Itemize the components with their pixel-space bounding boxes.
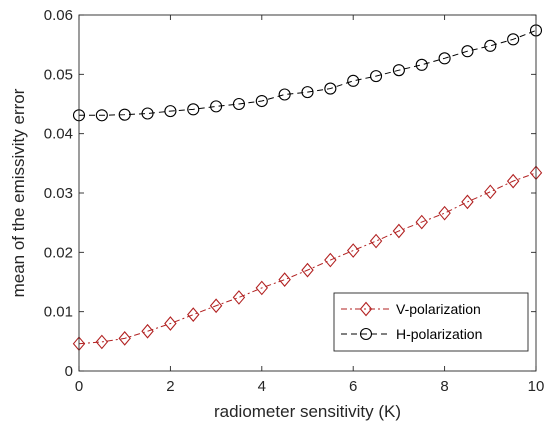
y-tick-label: 0.06 [44,7,73,24]
data-point [369,233,383,249]
data-point [118,331,131,346]
x-tick-label: 6 [349,378,357,395]
legend-marker [359,327,373,341]
data-point [255,94,268,108]
data-point [187,307,200,322]
data-point [95,334,109,350]
legend-label: V-polarization [396,301,481,317]
legend-label: H-polarization [396,326,482,342]
data-point [347,74,360,87]
data-point [415,214,428,230]
y-tick-label: 0.01 [44,304,73,321]
data-point [415,58,428,71]
data-point [232,97,245,111]
data-point [278,272,291,287]
data-point [141,323,154,339]
data-point [232,290,246,305]
data-point [506,173,520,189]
data-point [301,262,314,278]
x-tick-label: 8 [440,378,448,395]
legend-marker [359,301,373,317]
y-axis-label: mean of the emissivity error [9,88,28,297]
data-point [369,70,383,83]
y-tick-label: 0.02 [44,244,73,261]
series-diamond [72,165,543,352]
legend: V-polarization H-polarization [333,292,529,352]
series-line [78,172,537,345]
data-point [210,100,223,113]
data-point [392,223,406,239]
data-point [392,64,405,77]
data-point [95,109,108,122]
data-point [324,252,337,268]
x-tick-label: 2 [166,378,174,395]
data-point [461,45,474,58]
y-tick-label: 0 [65,363,73,380]
data-point [164,316,177,331]
data-point [301,86,314,99]
data-point [255,280,269,296]
data-point [278,88,291,101]
series-line [79,29,537,116]
x-tick-label: 4 [258,378,266,395]
x-tick-label: 10 [528,378,545,395]
y-tick-label: 0.05 [44,66,73,83]
data-point [484,39,497,52]
data-point [141,107,154,120]
data-point [484,184,497,200]
axes: 0 2 4 6 8 10 0 0.01 0.02 0.03 0.04 0.05 0.06 [44,7,545,395]
data-point [461,194,474,210]
data-point [118,108,131,121]
data-point [209,298,223,314]
x-axis-label: radiometer sensitivity (K) [214,402,401,421]
y-tick-label: 0.03 [44,185,73,202]
data-point [438,52,451,65]
data-point [164,105,177,118]
y-tick-label: 0.04 [44,126,73,143]
data-point [507,33,520,46]
data-point [346,243,360,258]
data-point [324,82,337,95]
data-point [187,103,200,116]
data-point [438,205,451,221]
x-tick-label: 0 [75,378,83,395]
